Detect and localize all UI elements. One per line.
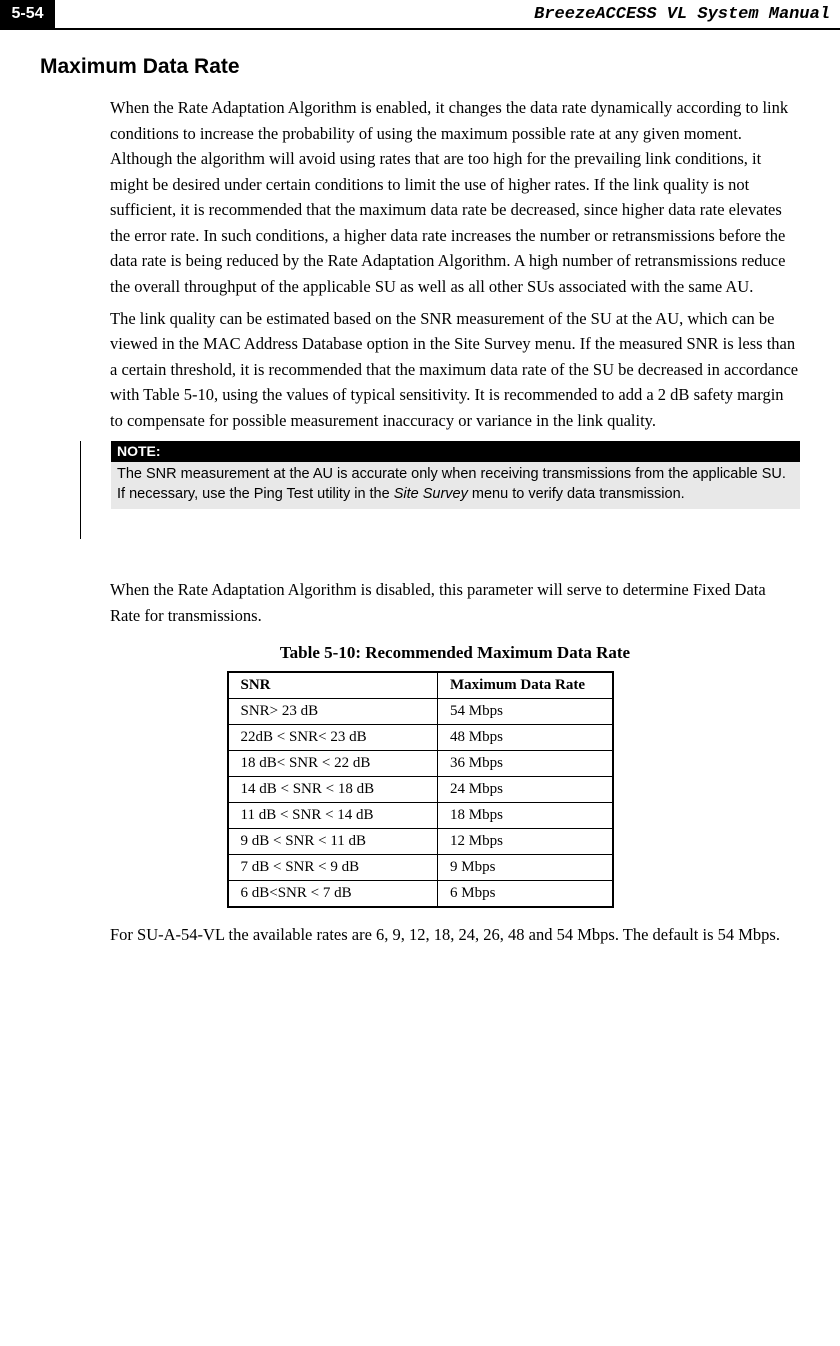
data-rate-table: SNR Maximum Data Rate SNR> 23 dB54 Mbps … <box>227 671 614 908</box>
note-inner: NOTE: The SNR measurement at the AU is a… <box>111 441 800 509</box>
page-content: Maximum Data Rate When the Rate Adaptati… <box>0 55 840 983</box>
table-header: SNR <box>228 672 438 699</box>
table-row: 22dB < SNR< 23 dB48 Mbps <box>228 724 613 750</box>
table-cell: 6 dB<SNR < 7 dB <box>228 880 438 907</box>
table-cell: 24 Mbps <box>438 776 613 802</box>
table-cell: SNR> 23 dB <box>228 698 438 724</box>
section-heading: Maximum Data Rate <box>40 55 800 79</box>
table-cell: 14 dB < SNR < 18 dB <box>228 776 438 802</box>
table-header-row: SNR Maximum Data Rate <box>228 672 613 699</box>
table-cell: 48 Mbps <box>438 724 613 750</box>
table-cell: 18 Mbps <box>438 802 613 828</box>
table-cell: 12 Mbps <box>438 828 613 854</box>
table-cell: 11 dB < SNR < 14 dB <box>228 802 438 828</box>
note-italic: Site Survey <box>394 486 468 502</box>
table-row: 18 dB< SNR < 22 dB36 Mbps <box>228 750 613 776</box>
body-paragraph: When the Rate Adaptation Algorithm is en… <box>110 95 800 300</box>
manual-title: BreezeACCESS VL System Manual <box>55 0 840 27</box>
body-paragraph: The link quality can be estimated based … <box>110 306 800 434</box>
page-header: 5-54 BreezeACCESS VL System Manual <box>0 0 840 30</box>
note-text: menu to verify data transmission. <box>468 486 685 502</box>
table-row: 7 dB < SNR < 9 dB9 Mbps <box>228 854 613 880</box>
note-body: The SNR measurement at the AU is accurat… <box>111 462 800 509</box>
table-row: 6 dB<SNR < 7 dB6 Mbps <box>228 880 613 907</box>
table-cell: 22dB < SNR< 23 dB <box>228 724 438 750</box>
page-number: 5-54 <box>0 0 55 28</box>
body-paragraph: When the Rate Adaptation Algorithm is di… <box>110 577 800 628</box>
note-block: NOTE: The SNR measurement at the AU is a… <box>80 441 800 539</box>
table-row: 11 dB < SNR < 14 dB18 Mbps <box>228 802 613 828</box>
table-cell: 54 Mbps <box>438 698 613 724</box>
table-cell: 7 dB < SNR < 9 dB <box>228 854 438 880</box>
table-row: 14 dB < SNR < 18 dB24 Mbps <box>228 776 613 802</box>
table-cell: 36 Mbps <box>438 750 613 776</box>
table-cell: 6 Mbps <box>438 880 613 907</box>
table-header: Maximum Data Rate <box>438 672 613 699</box>
table-cell: 9 Mbps <box>438 854 613 880</box>
table-row: 9 dB < SNR < 11 dB12 Mbps <box>228 828 613 854</box>
table-cell: 18 dB< SNR < 22 dB <box>228 750 438 776</box>
table-cell: 9 dB < SNR < 11 dB <box>228 828 438 854</box>
table-row: SNR> 23 dB54 Mbps <box>228 698 613 724</box>
table-caption: Table 5-10: Recommended Maximum Data Rat… <box>110 643 800 663</box>
note-label: NOTE: <box>111 441 800 462</box>
body-paragraph: For SU-A-54-VL the available rates are 6… <box>110 922 800 948</box>
